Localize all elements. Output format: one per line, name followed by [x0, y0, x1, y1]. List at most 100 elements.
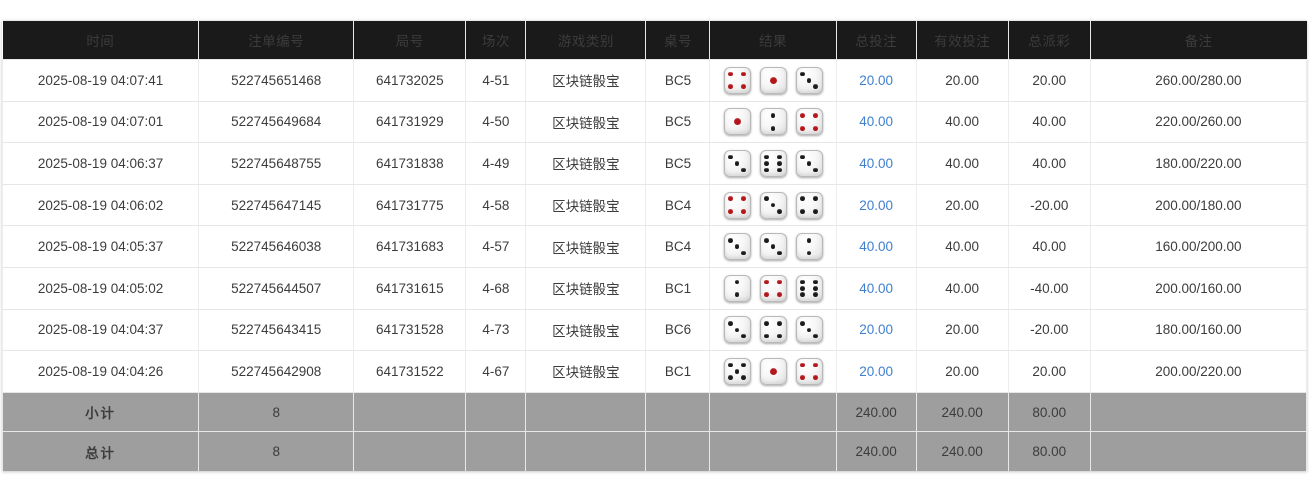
- cell-result-dice: [709, 350, 837, 393]
- cell-result-dice: [709, 183, 837, 227]
- column-header-valid_bet[interactable]: 有效投注: [915, 20, 1009, 60]
- die-pip: [806, 238, 812, 243]
- cell-remark: 200.00/220.00: [1089, 350, 1308, 393]
- cell-payout: -20.00: [1007, 183, 1091, 227]
- cell-payout: 40.00: [1007, 142, 1091, 185]
- column-header-time[interactable]: 时间: [2, 20, 200, 60]
- footer-cell-payout: 80.00: [1007, 431, 1091, 471]
- table-row[interactable]: 2025-08-19 04:04:37 522745643415 641731528…: [1, 308, 1308, 352]
- die-face-3-black: [795, 66, 823, 94]
- cell-valid_bet: 20.00: [915, 350, 1009, 393]
- cell-bet_no: 522745647145: [198, 183, 355, 227]
- cell-round_no: 641731929: [353, 100, 467, 144]
- die-pip: [728, 84, 733, 89]
- table-row[interactable]: 2025-08-19 04:05:37 522745646038 641731683…: [1, 225, 1308, 268]
- cell-session: 4-51: [465, 59, 527, 102]
- cell-bet_no: 522745649684: [198, 100, 355, 144]
- die-face-2-black: [723, 274, 751, 302]
- column-header-remark[interactable]: 备注: [1089, 20, 1307, 60]
- die-pip: [741, 71, 746, 77]
- column-header-session[interactable]: 场次: [465, 20, 527, 60]
- table-row[interactable]: 2025-08-19 04:07:41 522745651468 641732025…: [1, 59, 1308, 102]
- footer-cell-valid_bet: 240.00: [915, 391, 1009, 433]
- footer-cell-game_type: [525, 431, 647, 471]
- cell-total_bet[interactable]: 20.00: [835, 308, 917, 352]
- die-face-2-black: [795, 233, 823, 261]
- die-pip: [741, 375, 746, 381]
- die-face-3-black: [759, 233, 787, 261]
- column-header-bet_no[interactable]: 注单编号: [198, 20, 355, 60]
- die-pip: [764, 161, 769, 166]
- die-face-5-black: [723, 357, 751, 385]
- cell-bet_no: 522745642908: [198, 350, 355, 393]
- cell-total_bet[interactable]: 40.00: [835, 142, 917, 185]
- die-pip: [769, 76, 777, 84]
- die-pip: [764, 196, 769, 202]
- footer-cell-count: 8: [198, 431, 355, 471]
- table-row[interactable]: 2025-08-19 04:06:37 522745648755 641731838…: [1, 142, 1308, 185]
- table-body: 2025-08-19 04:07:41 522745651468 641732025…: [1, 59, 1308, 393]
- die-pip: [813, 113, 818, 118]
- footer-cell-remark: [1089, 431, 1308, 471]
- footer-row: 总计 8 240.00 240.00 80.00: [1, 431, 1308, 471]
- footer-cell-payout: 80.00: [1007, 391, 1091, 433]
- footer-cell-valid_bet: 240.00: [915, 431, 1009, 471]
- cell-time: 2025-08-19 04:06:02: [1, 183, 200, 227]
- column-header-game_type[interactable]: 游戏类别: [525, 20, 647, 60]
- cell-session: 4-67: [465, 350, 527, 393]
- dice-group: [710, 66, 835, 94]
- cell-total_bet[interactable]: 40.00: [835, 266, 917, 310]
- die-pip: [777, 209, 782, 214]
- cell-game_type: 区块链骰宝: [525, 142, 647, 185]
- cell-round_no: 641731838: [353, 142, 467, 185]
- die-face-6-black: [759, 149, 787, 177]
- cell-payout: 20.00: [1007, 350, 1091, 393]
- cell-total_bet[interactable]: 40.00: [835, 225, 917, 268]
- cell-game_type: 区块链骰宝: [525, 225, 647, 268]
- die-pip: [800, 196, 805, 202]
- cell-table_no: BC4: [645, 225, 711, 268]
- cell-result-dice: [709, 59, 837, 102]
- die-pip: [806, 327, 812, 333]
- table-row[interactable]: 2025-08-19 04:05:02 522745644507 641731615…: [1, 266, 1308, 310]
- die-pip: [800, 279, 805, 285]
- cell-total_bet[interactable]: 20.00: [835, 59, 917, 102]
- die-pip: [777, 167, 782, 173]
- die-pip: [741, 84, 746, 89]
- die-face-4-red: [759, 274, 787, 302]
- table-row[interactable]: 2025-08-19 04:04:26 522745642908 641731522…: [1, 350, 1308, 393]
- die-pip: [770, 202, 776, 208]
- table-row[interactable]: 2025-08-19 04:06:02 522745647145 641731775…: [1, 183, 1308, 227]
- cell-result-dice: [709, 225, 837, 268]
- die-pip: [800, 125, 805, 131]
- die-face-4-red: [723, 66, 751, 94]
- table-row[interactable]: 2025-08-19 04:07:01 522745649684 641731929…: [1, 100, 1308, 144]
- cell-time: 2025-08-19 04:06:37: [1, 142, 200, 185]
- die-pip: [813, 125, 818, 131]
- cell-payout: 40.00: [1007, 100, 1091, 144]
- cell-total_bet[interactable]: 20.00: [835, 183, 917, 227]
- footer-cell-total_bet: 240.00: [835, 391, 917, 433]
- column-header-round_no[interactable]: 局号: [353, 20, 467, 60]
- column-header-table_no[interactable]: 桌号: [645, 20, 711, 60]
- cell-session: 4-73: [465, 308, 527, 352]
- footer-cell-total_bet: 240.00: [835, 431, 917, 471]
- die-pip: [728, 362, 733, 368]
- column-header-payout[interactable]: 总派彩: [1007, 20, 1091, 60]
- die-face-4-red: [723, 191, 751, 219]
- column-header-total_bet[interactable]: 总投注: [835, 20, 917, 60]
- die-face-6-black: [795, 274, 823, 302]
- die-pip: [813, 292, 818, 297]
- cell-session: 4-57: [465, 225, 527, 268]
- column-header-result[interactable]: 结果: [709, 20, 837, 60]
- table-header: 时间 注单编号 局号 场次 游戏类别 桌号 结果 总投注 有效投注 总派彩 备注: [2, 20, 1307, 60]
- cell-total_bet[interactable]: 40.00: [835, 100, 917, 144]
- die-pip: [813, 196, 818, 202]
- cell-payout: -40.00: [1007, 266, 1091, 310]
- cell-round_no: 641731683: [353, 225, 467, 268]
- cell-session: 4-49: [465, 142, 527, 185]
- die-pip: [728, 375, 733, 381]
- cell-bet_no: 522745646038: [198, 225, 355, 268]
- cell-total_bet[interactable]: 20.00: [835, 350, 917, 393]
- die-pip: [734, 369, 740, 374]
